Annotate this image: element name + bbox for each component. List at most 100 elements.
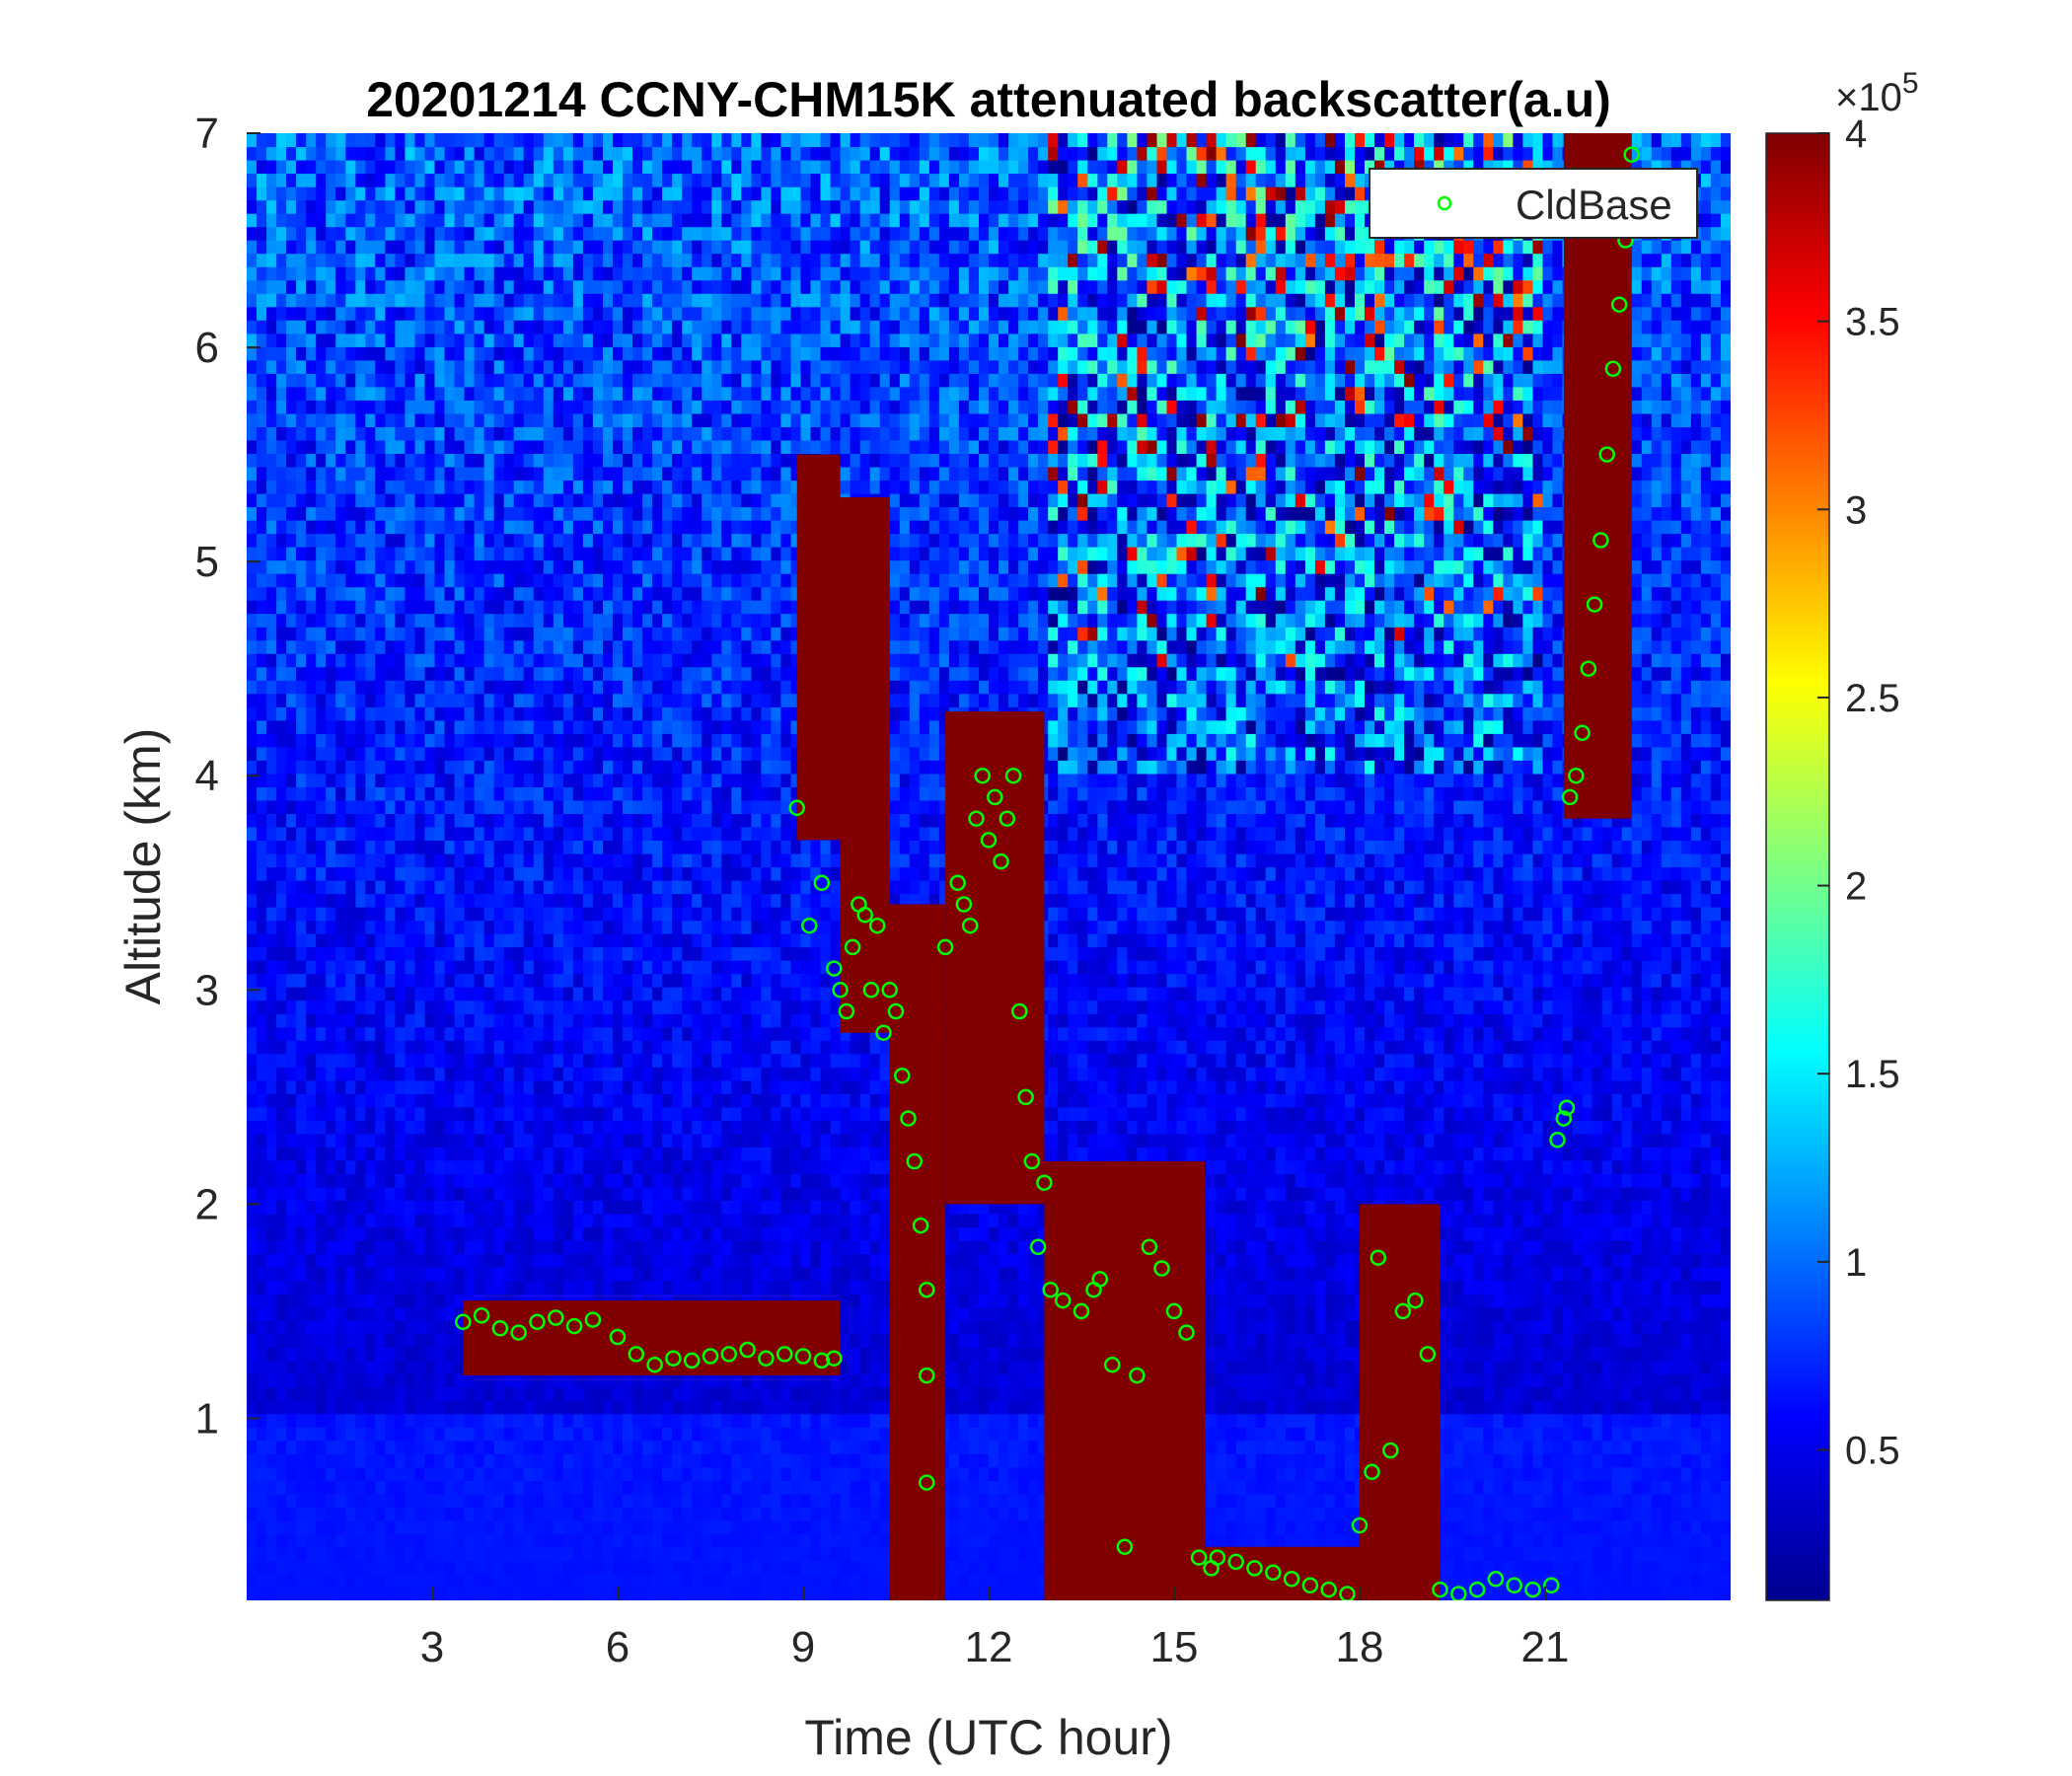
heatmap-cell — [573, 1214, 584, 1227]
heatmap-cell — [593, 467, 604, 481]
heatmap-cell — [514, 827, 525, 841]
heatmap-cell — [475, 240, 485, 254]
heatmap-cell — [652, 1013, 663, 1027]
heatmap-cell — [345, 653, 356, 667]
heatmap-cell — [375, 1334, 386, 1348]
heatmap-cell — [573, 667, 584, 681]
heatmap-cell — [296, 453, 307, 467]
heatmap-cell — [573, 1507, 584, 1520]
heatmap-cell — [385, 1147, 396, 1160]
heatmap-cell — [345, 1427, 356, 1441]
heatmap-cell — [534, 1160, 545, 1174]
heatmap-cell — [455, 867, 466, 881]
heatmap-cell — [415, 1214, 426, 1227]
heatmap-cell — [335, 600, 346, 614]
heatmap-cell — [672, 841, 683, 854]
heatmap-cell — [455, 200, 466, 214]
heatmap-cell — [266, 200, 277, 214]
heatmap-cell — [484, 1054, 495, 1068]
heatmap-cell — [583, 520, 594, 534]
heatmap-cell — [266, 1560, 277, 1574]
heatmap-cell — [286, 280, 297, 294]
heatmap-cell — [494, 333, 505, 347]
heatmap-cell — [316, 1201, 327, 1215]
heatmap-cell — [247, 1400, 258, 1414]
heatmap-cell — [534, 786, 545, 800]
heatmap-cell — [504, 813, 515, 827]
heatmap-cell — [405, 1441, 415, 1454]
heatmap-cell — [544, 534, 555, 548]
heatmap-cell — [494, 1281, 505, 1295]
heatmap-cell — [465, 373, 476, 387]
heatmap-cell — [613, 160, 624, 174]
heatmap-cell — [682, 1080, 693, 1094]
heatmap-cell — [534, 1427, 545, 1441]
heatmap-cell — [266, 481, 277, 494]
heatmap-cell — [593, 1574, 604, 1588]
heatmap-cell — [375, 387, 386, 401]
heatmap-cell — [652, 867, 663, 881]
heatmap-cell — [554, 1080, 564, 1094]
heatmap-cell — [475, 400, 485, 413]
heatmap-cell — [435, 667, 446, 681]
heatmap-cell — [405, 1347, 415, 1361]
heatmap-cell — [662, 1480, 673, 1494]
heatmap-cell — [494, 346, 505, 360]
heatmap-cell — [435, 227, 446, 241]
heatmap-cell — [672, 560, 683, 574]
heatmap-cell — [455, 373, 466, 387]
heatmap-cell — [524, 760, 535, 774]
heatmap-cell — [405, 640, 415, 654]
heatmap-cell — [563, 853, 574, 867]
heatmap-cell — [544, 320, 555, 333]
heatmap-cell — [544, 227, 555, 241]
heatmap-cell — [544, 1507, 555, 1520]
heatmap-cell — [355, 346, 366, 360]
heatmap-cell — [326, 1334, 336, 1348]
heatmap-cell — [316, 413, 327, 427]
heatmap-cell — [445, 1334, 456, 1348]
heatmap-cell — [554, 534, 564, 548]
heatmap-cell — [276, 1027, 287, 1041]
heatmap-cell — [583, 426, 594, 440]
heatmap-cell — [652, 293, 663, 307]
heatmap-cell — [365, 133, 376, 147]
heatmap-cell — [484, 800, 495, 814]
heatmap-cell — [405, 213, 415, 227]
heatmap-cell — [415, 1547, 426, 1561]
heatmap-cell — [247, 1267, 258, 1281]
heatmap-cell — [286, 213, 297, 227]
heatmap-cell — [247, 880, 258, 894]
heatmap-cell — [415, 894, 426, 908]
heatmap-cell — [544, 786, 555, 800]
heatmap-cell — [465, 747, 476, 761]
heatmap-cell — [405, 1560, 415, 1574]
heatmap-cell — [583, 534, 594, 548]
heatmap-cell — [375, 1214, 386, 1227]
heatmap-cell — [672, 440, 683, 454]
heatmap-cell — [375, 1107, 386, 1121]
heatmap-cell — [514, 786, 525, 800]
heatmap-cell — [524, 627, 535, 640]
heatmap-cell — [326, 453, 336, 467]
heatmap-cell — [514, 413, 525, 427]
heatmap-cell — [623, 827, 633, 841]
heatmap-cell — [682, 760, 693, 774]
heatmap-cell — [494, 1400, 505, 1414]
heatmap-cell — [504, 1054, 515, 1068]
heatmap-cell — [563, 507, 574, 521]
heatmap-cell — [524, 320, 535, 333]
heatmap-cell — [326, 894, 336, 908]
heatmap-cell — [345, 1013, 356, 1027]
heatmap-cell — [445, 254, 456, 267]
heatmap-cell — [385, 1134, 396, 1147]
heatmap-cell — [365, 560, 376, 574]
heatmap-cell — [375, 280, 386, 294]
heatmap-cell — [425, 667, 436, 681]
heatmap-cell — [445, 1373, 456, 1387]
heatmap-cell — [593, 1120, 604, 1134]
heatmap-cell — [415, 1441, 426, 1454]
heatmap-cell — [415, 1147, 426, 1160]
heatmap-cell — [514, 733, 525, 747]
heatmap-cell — [682, 1187, 693, 1201]
